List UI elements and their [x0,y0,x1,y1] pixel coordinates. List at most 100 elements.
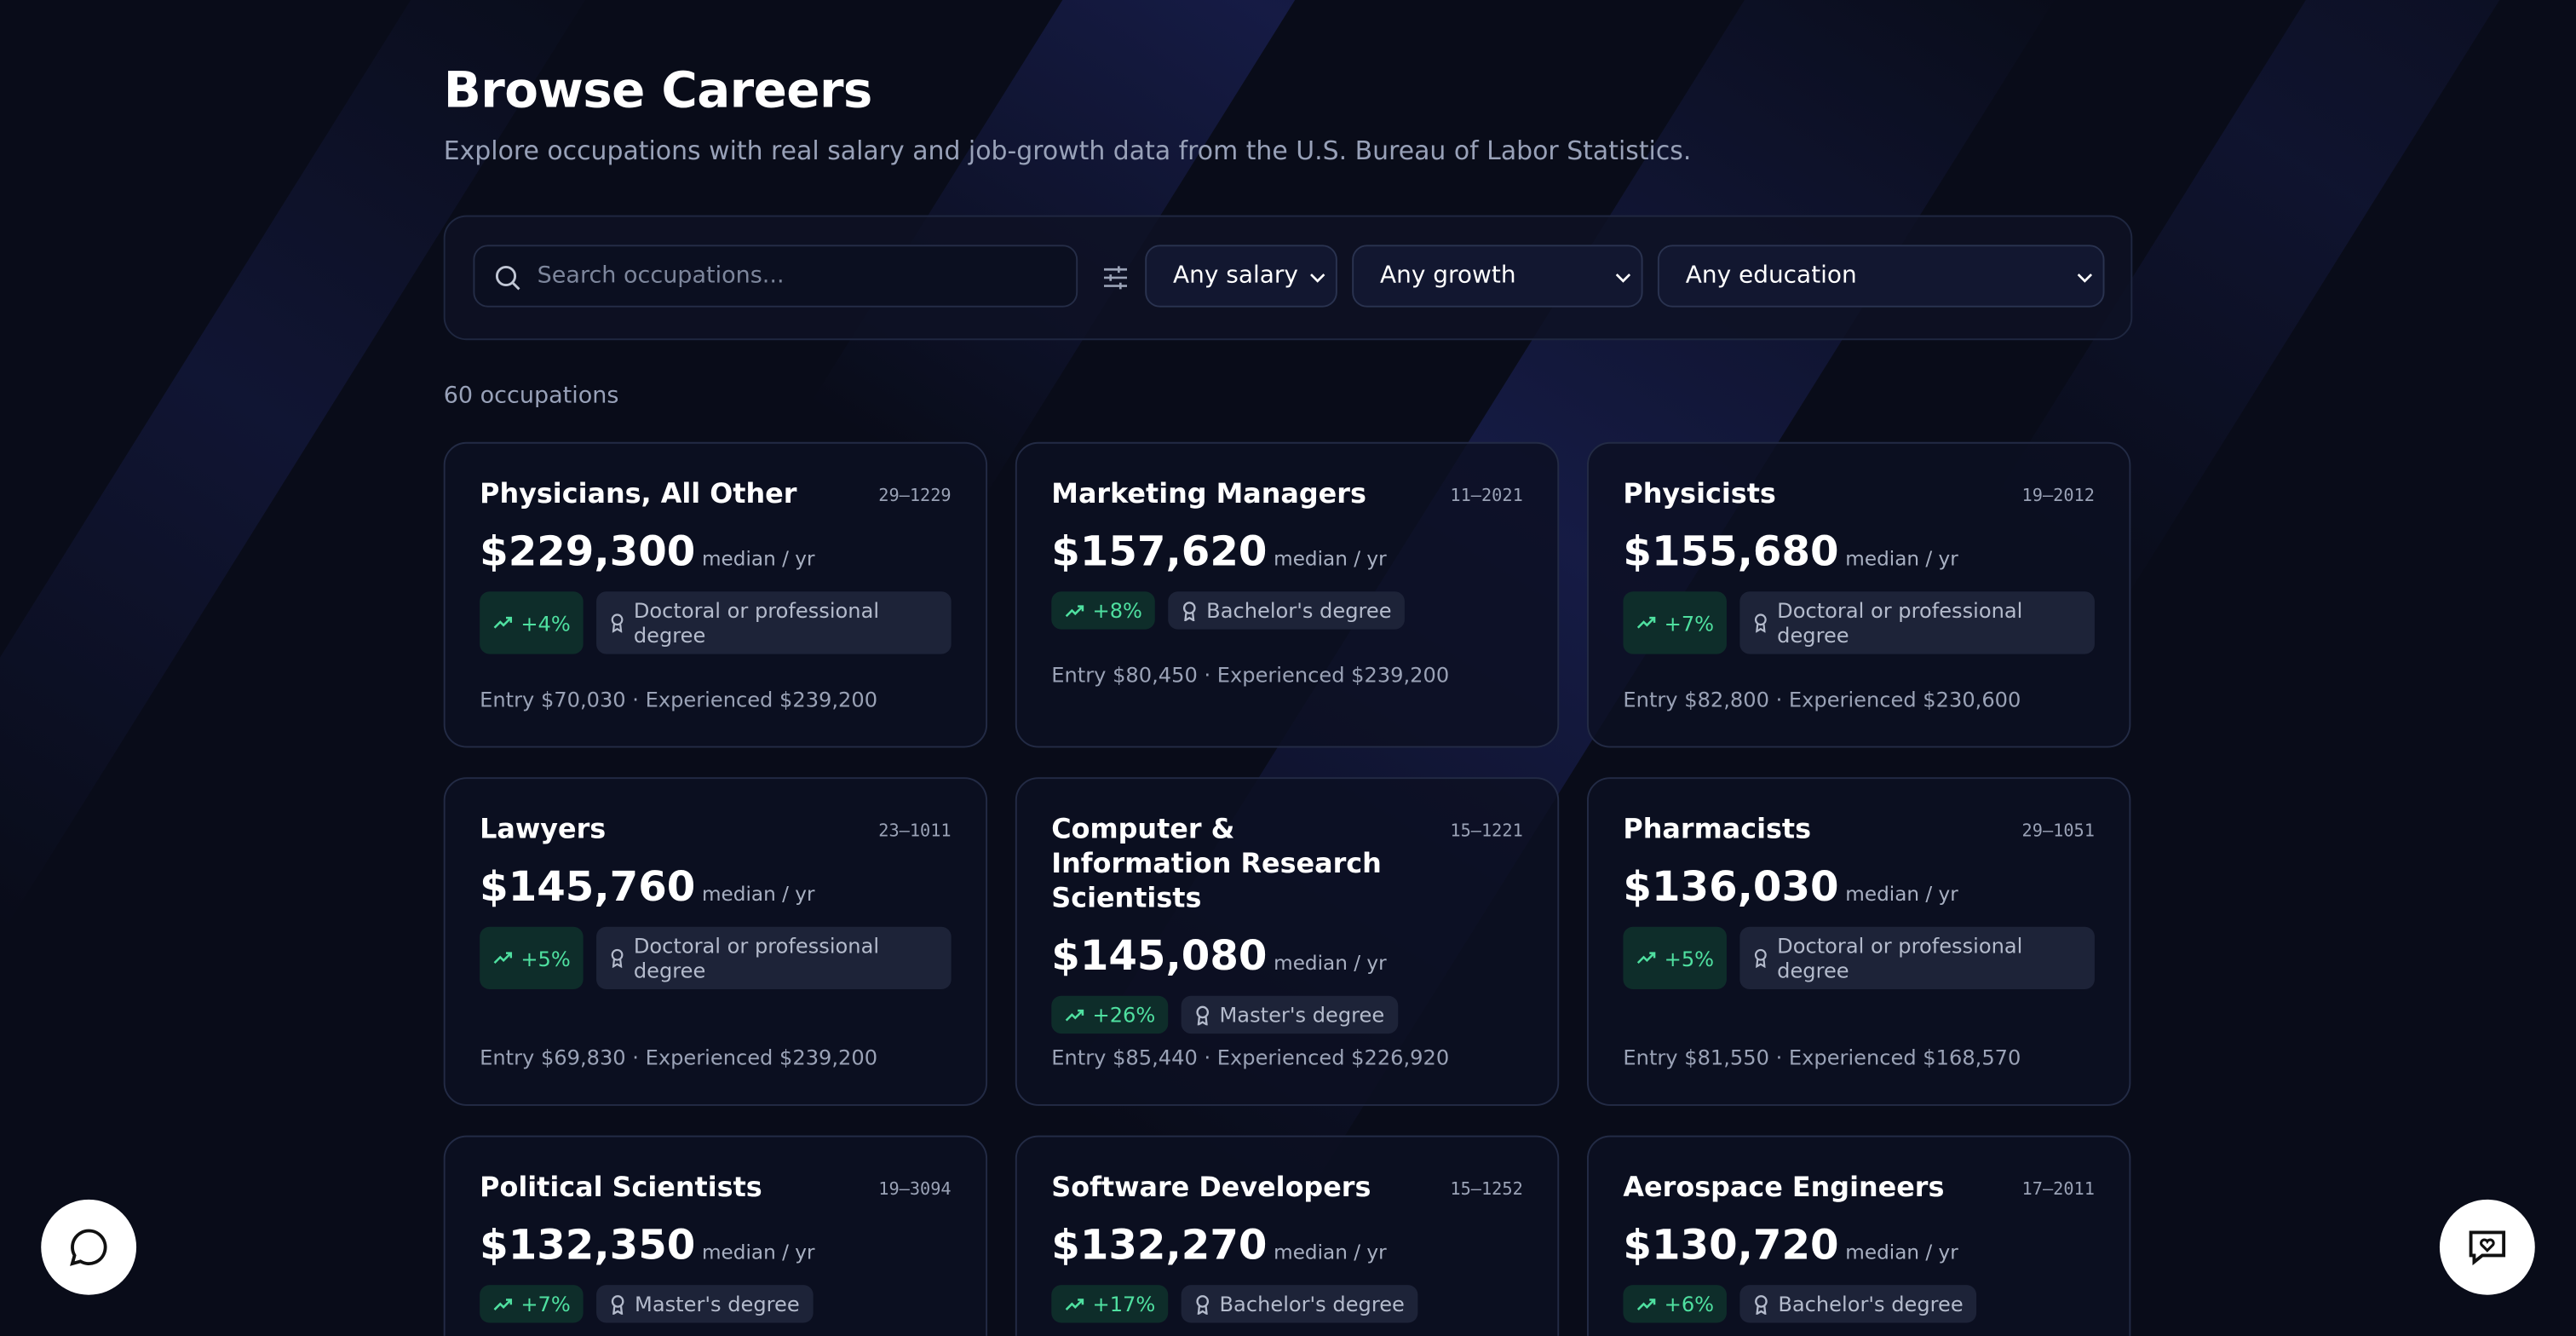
salary-unit: median / yr [1845,882,1958,906]
degree-icon [1755,613,1768,633]
chat-button[interactable] [41,1199,137,1295]
trend-icon [493,952,513,965]
occupation-card[interactable]: Physicians, All Other 29–1229 $229,300 medi… [443,441,988,748]
occupation-card[interactable]: Pharmacists 29–1051 $136,030 median / yr +5%… [1586,777,2131,1106]
search-placeholder: Search occupations... [537,262,785,290]
salary-select-label: Any salary [1172,262,1298,290]
growth-select[interactable]: Any growth [1352,245,1643,308]
education-value: Doctoral or professional degree [1777,597,2023,648]
wage-range: Entry $81,550 · Experienced $168,570 [1623,1045,2021,1070]
occupation-card[interactable]: Physicists 19–2012 $155,680 median / yr +7% D… [1586,441,2131,748]
growth-badge: +17% [1051,1285,1169,1323]
growth-value: +7% [1664,610,1715,636]
degree-icon [1755,948,1768,968]
growth-value: +6% [1664,1291,1715,1316]
growth-value: +7% [520,1291,571,1316]
occupation-title: Software Developers [1051,1172,1371,1203]
occupation-title: Aerospace Engineers [1623,1172,1945,1203]
chat-icon [70,1229,107,1266]
tag-row: +17% Bachelor's degree [1051,1285,1522,1323]
growth-value: +5% [520,945,571,970]
growth-value: +26% [1092,1002,1156,1028]
salary-value: $132,270 [1051,1220,1268,1269]
median-salary: $145,080 median / yr [1051,931,1522,979]
salary-select[interactable]: Any salary [1145,245,1337,308]
education-badge: Doctoral or professional degree [596,926,952,989]
salary-unit: median / yr [1274,547,1387,571]
education-badge: Doctoral or professional degree [1739,591,2095,654]
occupation-card[interactable]: Aerospace Engineers 17–2011 $130,720 median… [1586,1135,2131,1336]
growth-value: +8% [1092,597,1142,623]
tag-row: +4% Doctoral or professional degree [480,591,952,654]
salary-value: $132,350 [480,1220,696,1269]
occupation-title: Political Scientists [480,1172,762,1203]
growth-badge: +5% [480,926,584,989]
salary-value: $145,080 [1051,931,1268,980]
occupation-card[interactable]: Computer & Information Research Scientis… [1015,777,1560,1106]
occupation-title: Computer & Information Research Scientis… [1051,813,1382,914]
growth-badge: +6% [1623,1285,1728,1323]
salary-value: $157,620 [1051,527,1268,575]
education-badge: Doctoral or professional degree [1739,926,2095,989]
degree-icon [1183,601,1197,621]
education-badge: Master's degree [596,1285,814,1323]
trend-icon [1636,616,1656,629]
occupation-title: Physicists [1623,478,1776,510]
tag-row: +5% Doctoral or professional degree [480,926,952,989]
occupation-card[interactable]: Political Scientists 19–3094 $132,350 media… [443,1135,988,1336]
salary-unit: median / yr [1845,1241,1958,1264]
degree-icon [1196,1294,1210,1314]
trend-icon [1065,1298,1084,1310]
occupation-card[interactable]: Marketing Managers 11–2021 $157,620 median … [1015,441,1560,748]
occupation-card[interactable]: Software Developers 15–1252 $132,270 median… [1015,1135,1560,1336]
feedback-icon [2469,1230,2506,1266]
salary-unit: median / yr [1845,547,1958,571]
trend-icon [493,1298,513,1310]
occupation-title: Marketing Managers [1051,478,1366,510]
salary-unit: median / yr [702,547,815,571]
salary-unit: median / yr [1274,951,1387,975]
search-input[interactable]: Search occupations... [473,245,1078,308]
salary-value: $136,030 [1623,862,1839,911]
education-badge: Bachelor's degree [1739,1285,1977,1323]
wage-range: Entry $82,800 · Experienced $230,600 [1623,687,2021,712]
degree-icon [1755,1294,1768,1314]
trend-icon [1636,952,1656,965]
growth-value: +17% [1092,1291,1156,1316]
occupation-card[interactable]: Lawyers 23–1011 $145,760 median / yr +5% Doct… [443,777,988,1106]
median-salary: $155,680 median / yr [1623,527,2094,575]
chevron [2077,274,2093,283]
tag-row: +8% Bachelor's degree [1051,591,1522,630]
median-salary: $132,350 median / yr [480,1221,951,1269]
growth-badge: +5% [1623,926,1728,989]
occupation-title: Lawyers [480,813,607,845]
education-select[interactable]: Any education [1657,245,2105,308]
degree-icon [612,1294,625,1314]
salary-unit: median / yr [702,882,815,906]
wage-range: Entry $85,440 · Experienced $226,920 [1051,1045,1450,1070]
growth-badge: +7% [480,1285,584,1323]
search-icon [495,265,520,291]
salary-unit: median / yr [702,1241,815,1264]
tag-row: +7% Doctoral or professional degree [1623,591,2095,654]
occupation-code: 15–1252 [1450,1179,1523,1200]
growth-select-label: Any growth [1379,262,1516,290]
wage-range: Entry $69,830 · Experienced $239,200 [480,1045,878,1070]
trend-icon [1065,1008,1084,1021]
education-badge: Bachelor's degree [1182,1285,1418,1323]
filter-bar: Search occupations... Any salary Any gro… [443,215,2133,341]
degree-icon [612,613,624,633]
filter-icon[interactable] [1102,264,1129,291]
growth-badge: +26% [1051,995,1169,1034]
wage-range: Entry $80,450 · Experienced $239,200 [1051,662,1450,688]
salary-value: $130,720 [1623,1220,1839,1269]
chevron [1615,274,1631,283]
education-value: Doctoral or professional degree [633,597,880,648]
occupation-code: 23–1011 [878,821,952,842]
education-badge: Doctoral or professional degree [596,591,952,654]
occupation-code: 17–2011 [2021,1179,2095,1200]
education-value: Bachelor's degree [1219,1291,1405,1316]
feedback-button[interactable] [2439,1199,2535,1295]
salary-value: $229,300 [480,527,696,575]
occupation-code: 11–2021 [1450,486,1523,506]
